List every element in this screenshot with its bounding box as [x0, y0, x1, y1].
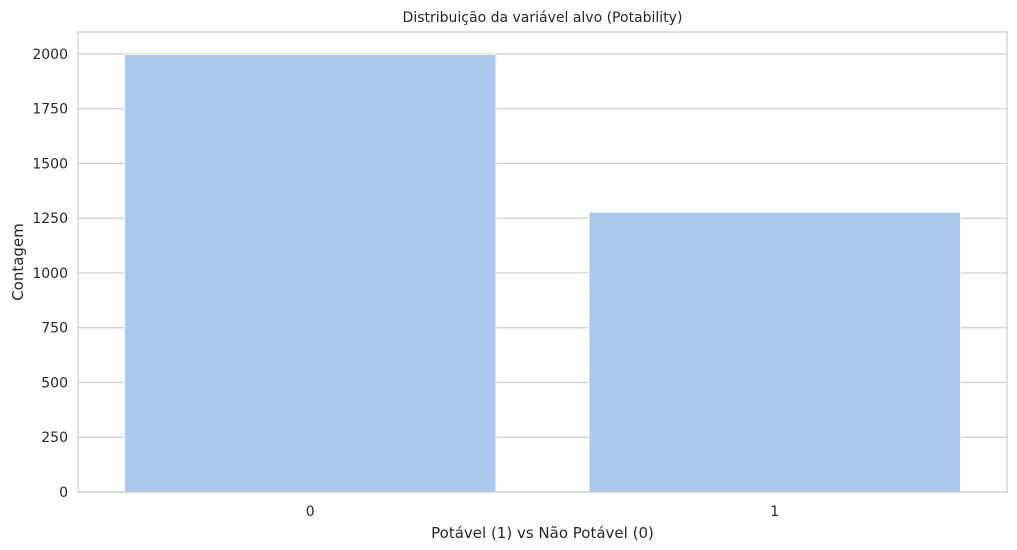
bar-1	[588, 211, 962, 493]
y-tick-label: 750	[41, 321, 68, 337]
x-tick-label: 1	[770, 504, 779, 520]
y-axis-label: Contagem	[9, 223, 27, 301]
y-tick-labels: 0 250 500 750 1000 1250 1500 1750 2000	[32, 47, 68, 501]
y-tick-label: 500	[41, 375, 68, 391]
x-tick-label: 0	[306, 504, 315, 520]
y-tick-label: 1250	[32, 211, 68, 227]
y-tick-label: 1000	[32, 266, 68, 282]
y-tick-label: 250	[41, 430, 68, 446]
chart-title: Distribuição da variável alvo (Potabilit…	[403, 10, 683, 26]
bar-0	[123, 53, 497, 493]
y-tick-label: 0	[59, 485, 68, 501]
plot-frame	[77, 31, 1008, 493]
x-axis-label: Potável (1) vs Não Potável (0)	[431, 524, 654, 542]
y-tick-label: 1500	[32, 156, 68, 172]
y-tick-label: 1750	[32, 102, 68, 118]
bars	[123, 53, 962, 493]
y-tick-label: 2000	[32, 47, 68, 63]
